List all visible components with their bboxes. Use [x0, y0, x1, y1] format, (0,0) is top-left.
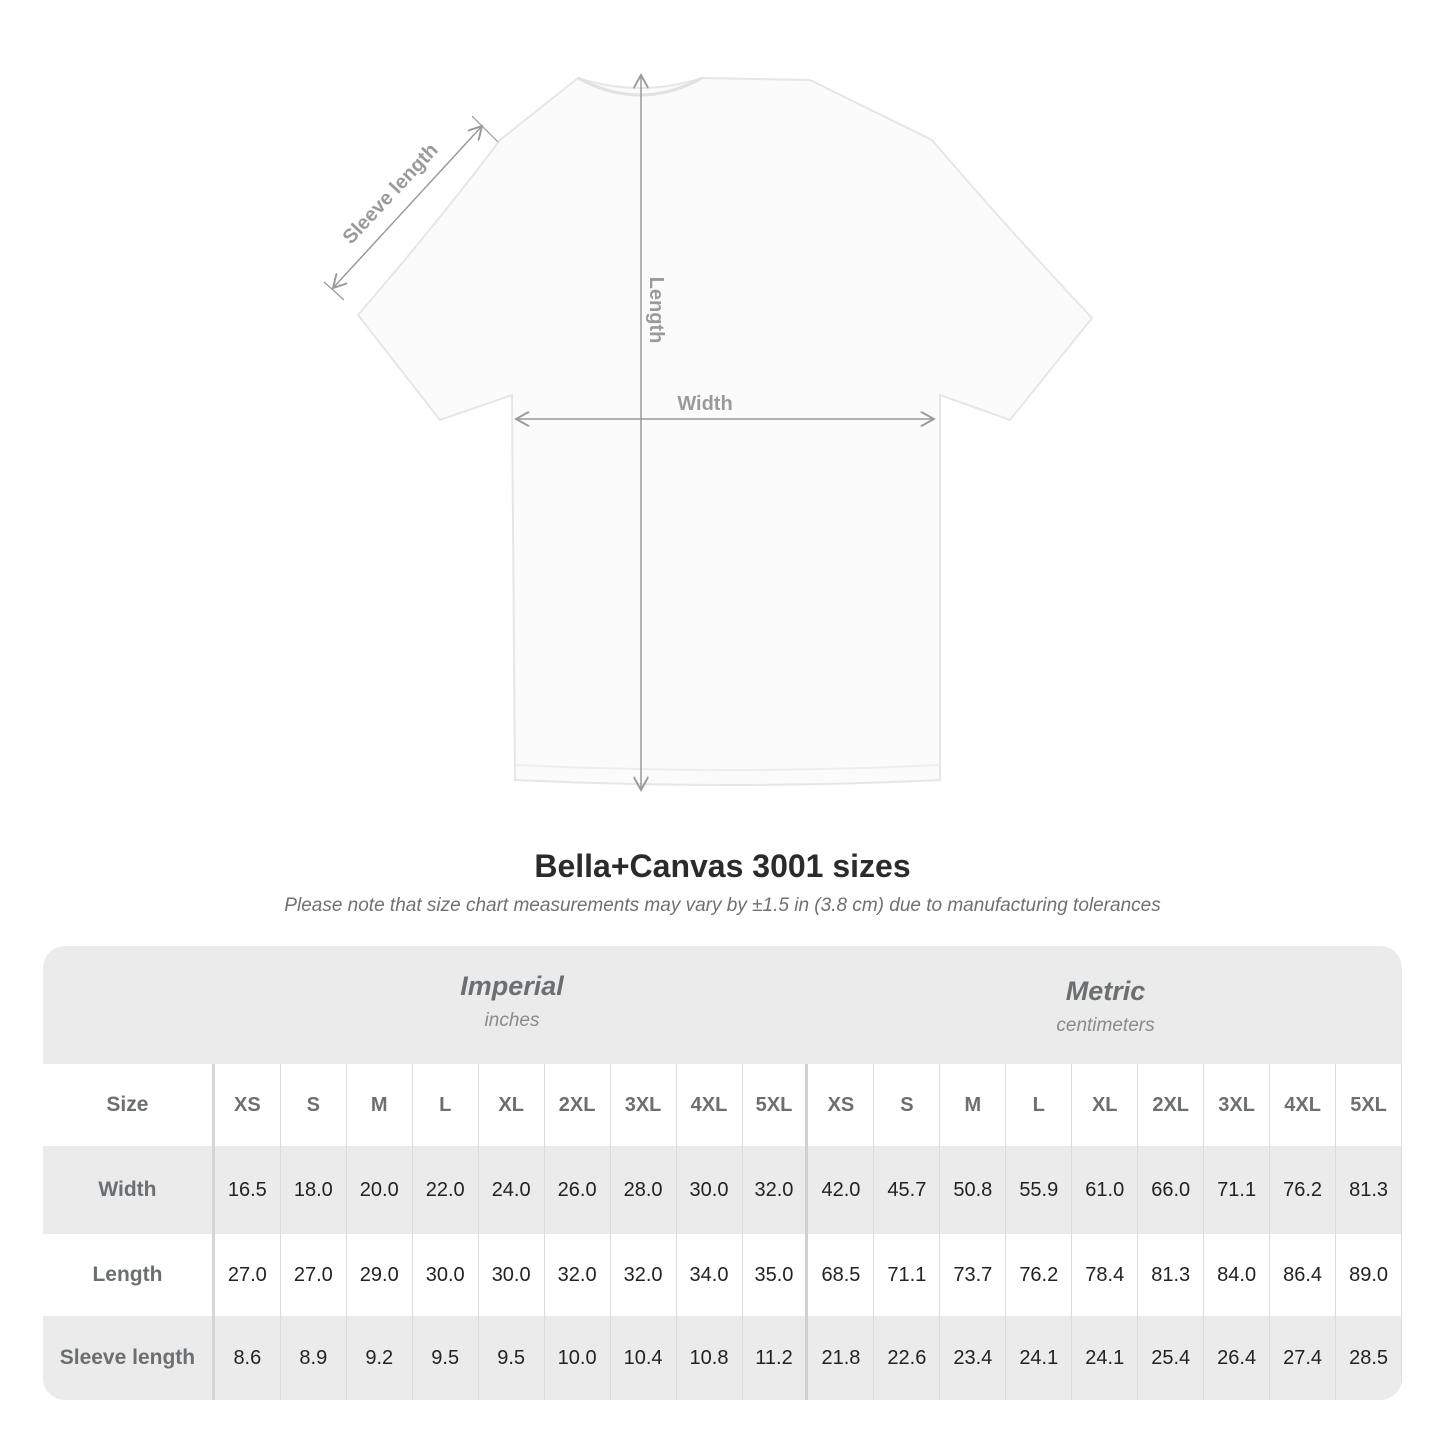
- table-cell: 68.5: [808, 1234, 875, 1316]
- size-header-cell: S: [281, 1064, 347, 1146]
- size-header-cell: 4XL: [1270, 1064, 1337, 1146]
- size-header-cell: M: [347, 1064, 413, 1146]
- table-cell: 22.0: [413, 1146, 479, 1234]
- table-cell: 27.0: [215, 1234, 281, 1316]
- table-cell: 27.4: [1270, 1316, 1337, 1400]
- size-header-cell: XL: [479, 1064, 545, 1146]
- metric-unit: centimeters: [1056, 1015, 1155, 1036]
- metric-title: Metric: [1065, 976, 1146, 1006]
- table-cell: 32.0: [545, 1234, 611, 1316]
- row-label: Sleeve length: [43, 1316, 215, 1400]
- size-header-cell: XL: [1072, 1064, 1139, 1146]
- table-cell: 50.8: [940, 1146, 1007, 1234]
- table-cell: 30.0: [479, 1234, 545, 1316]
- table-row: Sleeve length 8.6 8.9 9.2 9.5 9.5 10.0 10.4 10.8…: [43, 1316, 1402, 1400]
- table-cell: 10.0: [545, 1316, 611, 1400]
- table-cell: 84.0: [1204, 1234, 1271, 1316]
- table-cell: 76.2: [1270, 1146, 1337, 1234]
- table-cell: 35.0: [743, 1234, 809, 1316]
- size-header-cell: 3XL: [1204, 1064, 1271, 1146]
- table-cell: 22.6: [874, 1316, 941, 1400]
- table-cell: 27.0: [281, 1234, 347, 1316]
- size-header-cell: 3XL: [611, 1064, 677, 1146]
- size-table: Imperial inches Metric centimeters Size X…: [43, 946, 1402, 1400]
- table-cell: 81.3: [1138, 1234, 1205, 1316]
- table-cell: 9.5: [479, 1316, 545, 1400]
- metric-header: Metric centimeters: [809, 946, 1402, 1064]
- table-cell: 8.9: [281, 1316, 347, 1400]
- table-cell: 73.7: [940, 1234, 1007, 1316]
- table-cell: 10.4: [611, 1316, 677, 1400]
- table-cell: 61.0: [1072, 1146, 1139, 1234]
- table-cell: 28.0: [611, 1146, 677, 1234]
- tshirt-diagram: Sleeve length Length Width: [323, 0, 1094, 830]
- table-cell: 29.0: [347, 1234, 413, 1316]
- table-cell: 24.1: [1006, 1316, 1073, 1400]
- table-cell: 81.3: [1336, 1146, 1402, 1234]
- size-header-cell: 5XL: [1336, 1064, 1402, 1146]
- table-cell: 55.9: [1006, 1146, 1073, 1234]
- size-header-cell: 2XL: [545, 1064, 611, 1146]
- table-cell: 26.4: [1204, 1316, 1271, 1400]
- imperial-title: Imperial: [460, 971, 564, 1001]
- tolerance-note: Please note that size chart measurements…: [284, 895, 1161, 916]
- table-cell: 42.0: [808, 1146, 875, 1234]
- table-cell: 71.1: [1204, 1146, 1271, 1234]
- table-cell: 11.2: [743, 1316, 809, 1400]
- table-cell: 76.2: [1006, 1234, 1073, 1316]
- table-cell: 66.0: [1138, 1146, 1205, 1234]
- table-row: Width 16.5 18.0 20.0 22.0 24.0 26.0 28.0 30.0 32.…: [43, 1146, 1402, 1234]
- imperial-header: Imperial inches: [215, 946, 809, 1064]
- tshirt-image: [356, 76, 1094, 786]
- table-cell: 9.2: [347, 1316, 413, 1400]
- table-cell: 8.6: [215, 1316, 281, 1400]
- size-header-cell: 5XL: [743, 1064, 809, 1146]
- length-label: Length: [645, 277, 667, 344]
- table-cell: 20.0: [347, 1146, 413, 1234]
- table-cell: 21.8: [808, 1316, 875, 1400]
- size-header-cell: L: [1006, 1064, 1073, 1146]
- table-cell: 16.5: [215, 1146, 281, 1234]
- size-header-cell: XS: [215, 1064, 281, 1146]
- size-header-row: Size XS S M L XL 2XL 3XL 4XL 5XL XS S M L XL 2XL 3XL 4XL 5…: [43, 1064, 1402, 1146]
- row-label: Size: [43, 1064, 215, 1146]
- size-header-cell: 2XL: [1138, 1064, 1205, 1146]
- table-cell: 23.4: [940, 1316, 1007, 1400]
- size-header-cell: S: [874, 1064, 941, 1146]
- row-label: Length: [43, 1234, 215, 1316]
- table-cell: 71.1: [874, 1234, 941, 1316]
- table-cell: 45.7: [874, 1146, 941, 1234]
- table-cell: 34.0: [677, 1234, 743, 1316]
- page-title: Bella+Canvas 3001 sizes: [534, 848, 911, 884]
- size-header-cell: L: [413, 1064, 479, 1146]
- table-cell: 28.5: [1336, 1316, 1402, 1400]
- size-header-cell: M: [940, 1064, 1007, 1146]
- table-cell: 32.0: [611, 1234, 677, 1316]
- table-cell: 24.0: [479, 1146, 545, 1234]
- table-cell: 18.0: [281, 1146, 347, 1234]
- table-cell: 86.4: [1270, 1234, 1337, 1316]
- width-label: Width: [677, 393, 732, 415]
- table-cell: 24.1: [1072, 1316, 1139, 1400]
- table-cell: 9.5: [413, 1316, 479, 1400]
- table-cell: 32.0: [743, 1146, 809, 1234]
- table-cell: 25.4: [1138, 1316, 1205, 1400]
- table-cell: 78.4: [1072, 1234, 1139, 1316]
- size-header-cell: 4XL: [677, 1064, 743, 1146]
- table-cell: 10.8: [677, 1316, 743, 1400]
- table-cell: 89.0: [1336, 1234, 1402, 1316]
- table-cell: 30.0: [677, 1146, 743, 1234]
- size-header-cell: XS: [808, 1064, 875, 1146]
- table-cell: 30.0: [413, 1234, 479, 1316]
- table-row: Length 27.0 27.0 29.0 30.0 30.0 32.0 32.0 34.0 35…: [43, 1234, 1402, 1316]
- sleeve-arrow: [333, 126, 482, 288]
- row-label: Width: [43, 1146, 215, 1234]
- imperial-unit: inches: [484, 1010, 540, 1031]
- table-cell: 26.0: [545, 1146, 611, 1234]
